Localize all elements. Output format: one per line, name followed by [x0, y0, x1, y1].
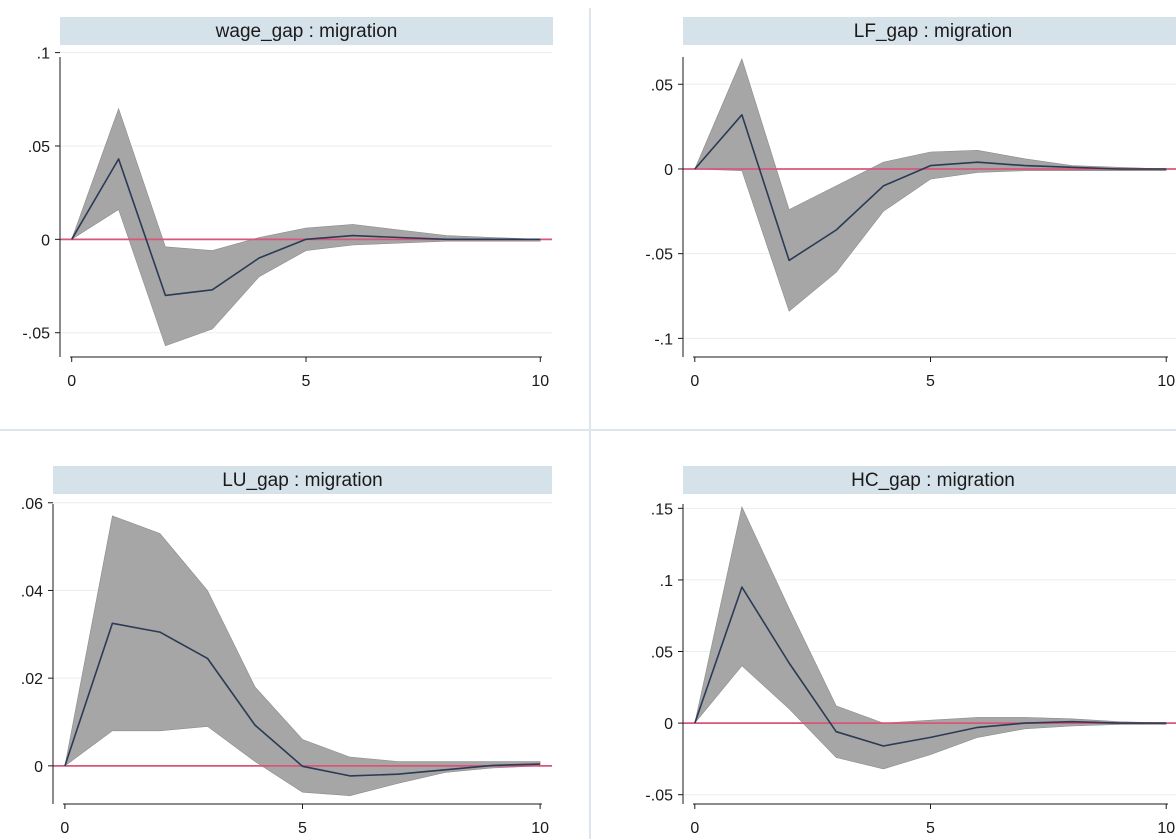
panel-title: wage_gap : migration	[215, 21, 398, 42]
x-tick-label: 0	[60, 820, 69, 837]
confidence-band	[64, 515, 541, 797]
y-tick-label: .04	[21, 583, 43, 600]
irf-line	[694, 114, 1167, 262]
y-tick-label: -.1	[654, 331, 673, 348]
x-tick-label: 5	[926, 373, 935, 390]
panel-title: LF_gap : migration	[854, 21, 1012, 42]
plot-area: -.05 0 .05 .1 0 5 10	[22, 46, 552, 390]
panel-title: HC_gap : migration	[851, 470, 1015, 491]
y-tick-label: .02	[21, 671, 43, 688]
panel-title-band	[683, 17, 1176, 45]
panel-wage-gap: wage_gap : migration -.05 0 .05 .1 0 5 10	[22, 17, 553, 390]
panel-lf-gap: LF_gap : migration -.1 -.05 0 .05 0 5 10	[645, 17, 1176, 390]
panel-title: LU_gap : migration	[222, 470, 383, 491]
y-tick-label: 0	[664, 716, 673, 733]
y-tick-label: .05	[651, 77, 673, 94]
y-tick-label: .05	[28, 139, 50, 156]
panel-title-band	[53, 466, 552, 494]
x-tick-label: 5	[302, 373, 311, 390]
panel-title-band	[60, 17, 553, 45]
y-tick-label: -.05	[645, 788, 673, 805]
x-tick-label: 0	[690, 373, 699, 390]
y-tick-label: .15	[651, 501, 673, 518]
plot-area: 0 .02 .04 .06 0 5 10	[21, 496, 552, 837]
y-tick-label: 0	[34, 759, 43, 776]
y-tick-label: .05	[651, 645, 673, 662]
y-tick-label: 0	[664, 162, 673, 179]
y-tick-label: 0	[41, 232, 50, 249]
x-tick-label: 10	[1157, 820, 1175, 837]
irf-line	[71, 158, 541, 297]
y-tick-label: -.05	[22, 326, 50, 343]
x-tick-label: 0	[690, 820, 699, 837]
x-tick-label: 10	[531, 820, 549, 837]
y-tick-label: -.05	[645, 247, 673, 264]
confidence-band	[71, 107, 541, 347]
y-tick-label: .1	[37, 46, 50, 63]
panel-hc-gap: HC_gap : migration -.05 0 .05 .1 .15 0 5 10	[645, 466, 1176, 837]
confidence-band	[694, 505, 1167, 770]
panel-lu-gap: LU_gap : migration 0 .02 .04 .06 0 5 10	[21, 466, 552, 837]
panel-title-band	[683, 466, 1176, 494]
plot-area: -.05 0 .05 .1 .15 0 5 10	[645, 501, 1176, 837]
y-tick-label: .06	[21, 496, 43, 513]
x-tick-label: 0	[67, 373, 76, 390]
plot-area: -.1 -.05 0 .05 0 5 10	[645, 57, 1176, 390]
y-tick-label: .1	[660, 573, 673, 590]
x-tick-label: 5	[926, 820, 935, 837]
x-tick-label: 5	[298, 820, 307, 837]
irf-line	[64, 622, 541, 777]
x-tick-label: 10	[1157, 373, 1175, 390]
irf-line	[694, 586, 1167, 747]
x-tick-label: 10	[531, 373, 549, 390]
